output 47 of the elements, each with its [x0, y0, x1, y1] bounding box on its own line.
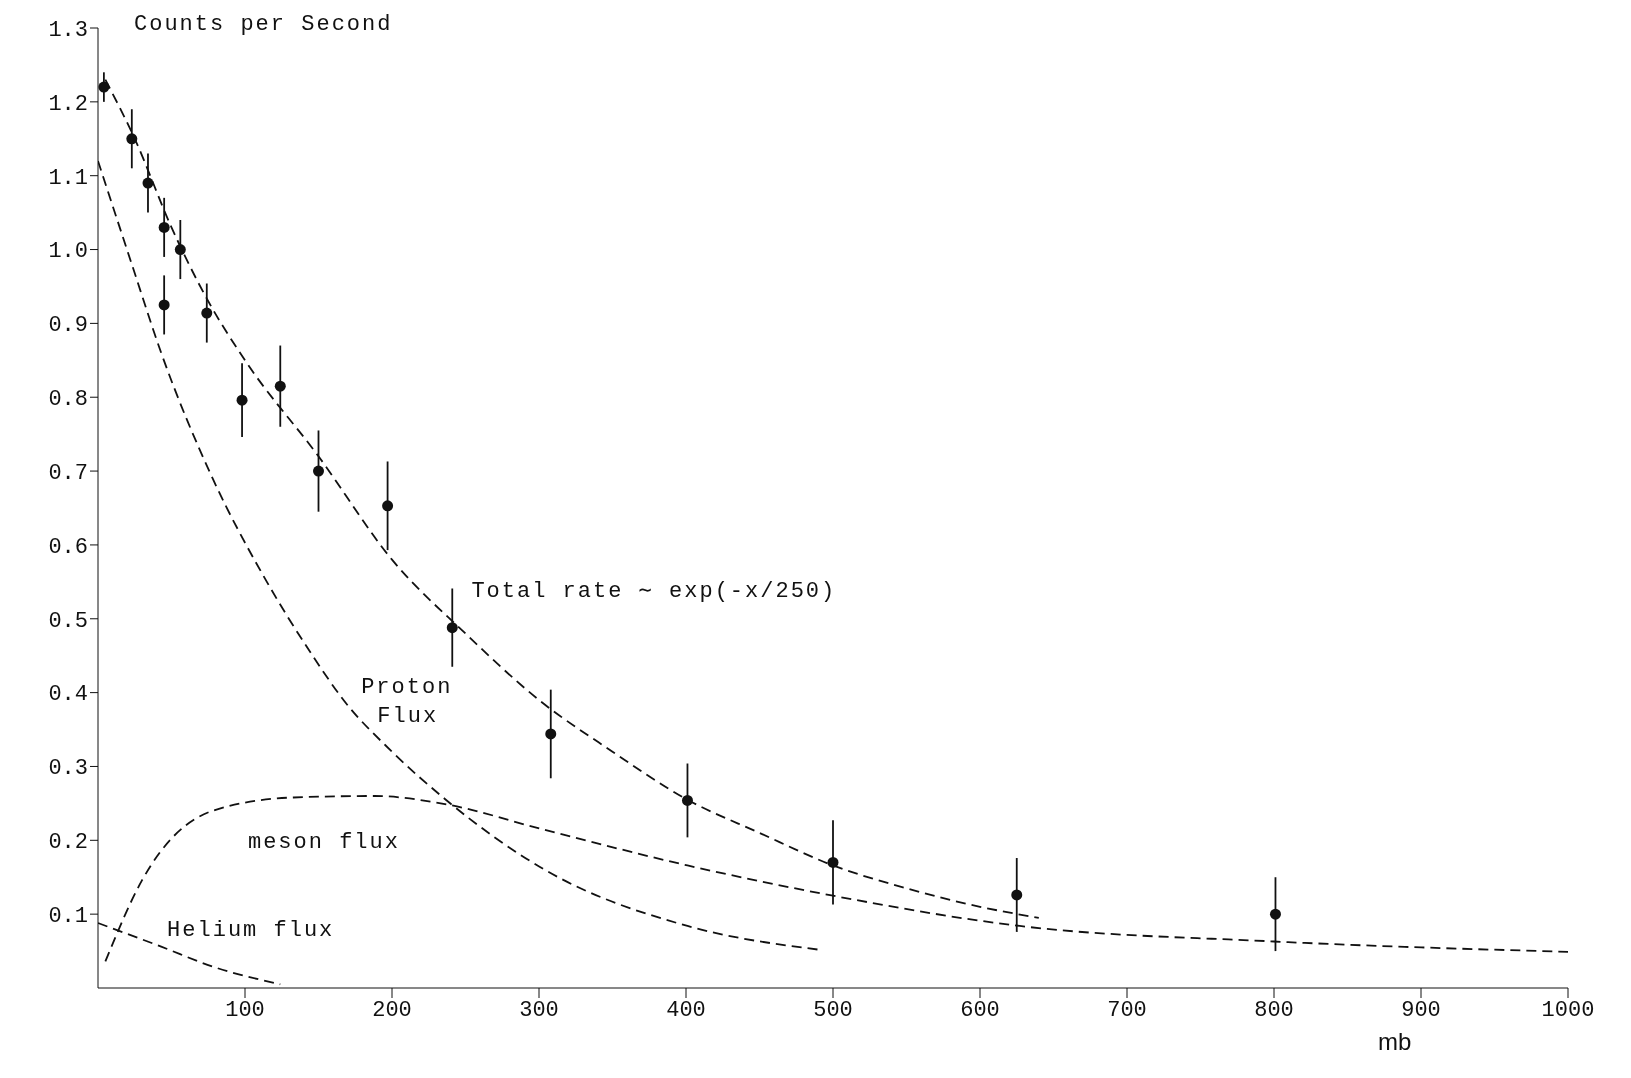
y-tick-label: 0.2 [48, 830, 88, 856]
point [201, 307, 213, 319]
point [446, 622, 458, 634]
y-tick-label: 1.3 [48, 17, 88, 43]
y-axis-title: Counts per Second [134, 12, 393, 37]
y-tick-label: 0.9 [48, 313, 88, 339]
x-tick-label: 500 [813, 997, 853, 1023]
y-tick-label: 1.0 [48, 239, 88, 265]
annotation: Total rate ∼ exp(-x/250) [471, 578, 837, 604]
y-tick-label: 0.8 [48, 387, 88, 413]
x-tick-label: 100 [225, 997, 265, 1023]
point [174, 244, 186, 256]
point [827, 856, 839, 868]
annotation: Helium flux [167, 918, 335, 944]
x-tick-label: 700 [1107, 997, 1147, 1023]
x-tick-label: 800 [1254, 997, 1294, 1023]
point [274, 380, 286, 392]
x-tick-label: 300 [519, 997, 559, 1023]
annotation: Flux [377, 704, 439, 730]
point [1269, 908, 1281, 920]
annotation: meson flux [247, 829, 400, 855]
y-tick-label: 0.3 [48, 756, 88, 782]
x-tick-label: 200 [372, 997, 412, 1023]
point [126, 133, 138, 145]
point [98, 81, 110, 93]
y-tick-label: 0.4 [48, 682, 88, 708]
point [382, 500, 394, 512]
point [681, 794, 693, 806]
point [158, 299, 170, 311]
point [1011, 889, 1023, 901]
point [158, 221, 170, 233]
point [313, 465, 324, 477]
y-tick-label: 1.2 [48, 91, 88, 117]
y-tick-label: 0.1 [48, 903, 88, 929]
point [142, 177, 154, 189]
y-tick-label: 0.7 [48, 460, 88, 486]
y-tick-label: 0.6 [48, 534, 88, 560]
x-tick-label: 400 [666, 997, 706, 1023]
x-tick-label: 900 [1401, 997, 1441, 1023]
y-tick-label: 0.5 [48, 608, 88, 634]
x-tick-label: 600 [960, 997, 1000, 1023]
annotation: Proton [361, 674, 453, 700]
x-tick-label: 1000 [1541, 997, 1595, 1023]
x-axis-title: mb [1378, 1028, 1412, 1056]
y-tick-label: 1.1 [48, 165, 88, 191]
point [236, 394, 248, 406]
point [545, 728, 557, 740]
